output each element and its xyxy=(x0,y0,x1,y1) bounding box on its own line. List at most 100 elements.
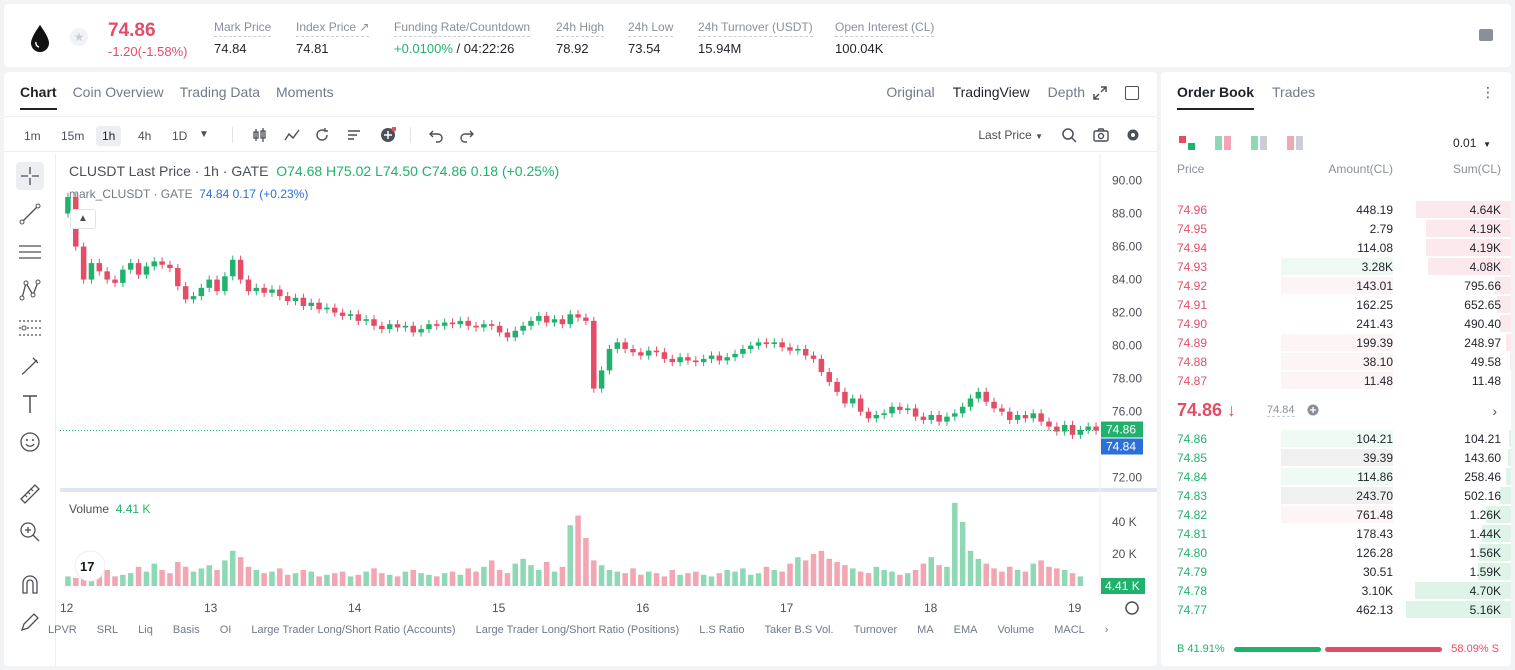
camera-icon[interactable] xyxy=(1093,127,1109,143)
view-tradingview[interactable]: TradingView xyxy=(952,84,1030,100)
order-book-row[interactable]: 74.96 448.19 4.64K xyxy=(1161,200,1511,219)
indicator-shortcut[interactable]: Volume xyxy=(997,624,1035,636)
tab-coin-overview[interactable]: Coin Overview xyxy=(72,84,164,100)
both-sides-icon[interactable] xyxy=(1179,136,1195,150)
indicator-shortcut[interactable]: Liq xyxy=(138,624,153,636)
order-book-row[interactable]: 74.95 2.79 4.19K xyxy=(1161,219,1511,238)
candle-body xyxy=(206,279,212,288)
order-book-row[interactable]: 74.90 241.43 490.40 xyxy=(1161,314,1511,333)
order-book-row[interactable]: 74.91 162.25 652.65 xyxy=(1161,295,1511,314)
candle-body xyxy=(614,342,621,349)
text-tool[interactable] xyxy=(16,390,44,418)
undo-icon[interactable] xyxy=(428,127,444,143)
indicator-shortcut[interactable]: OI xyxy=(219,624,232,636)
order-book-row[interactable]: 74.77 462.13 5.16K xyxy=(1161,600,1511,619)
order-book-row[interactable]: 74.81 178.43 1.44K xyxy=(1161,524,1511,543)
volume-bar xyxy=(441,573,448,586)
order-book-row[interactable]: 74.88 38.10 49.58 xyxy=(1161,352,1511,371)
order-book-row[interactable]: 74.80 126.28 1.56K xyxy=(1161,543,1511,562)
tab-moments[interactable]: Moments xyxy=(276,84,334,100)
timeframe-15m[interactable]: 15m xyxy=(61,129,85,143)
order-book-row[interactable]: 74.92 143.01 795.66 xyxy=(1161,276,1511,295)
order-book-row[interactable]: 74.94 114.08 4.19K xyxy=(1161,238,1511,257)
row-price: 74.84 xyxy=(1177,470,1208,484)
indicator-shortcut[interactable]: Turnover xyxy=(853,624,898,636)
order-book-row[interactable]: 74.79 30.51 1.59K xyxy=(1161,562,1511,581)
order-book-row[interactable]: 74.78 3.10K 4.70K xyxy=(1161,581,1511,600)
refresh-icon[interactable] xyxy=(314,127,330,143)
order-book-row[interactable]: 74.83 243.70 502.16 xyxy=(1161,486,1511,505)
view-original[interactable]: Original xyxy=(886,84,935,100)
tab-chart[interactable]: Chart xyxy=(20,84,57,110)
indicator-shortcut[interactable]: L.S Ratio xyxy=(699,624,745,636)
order-book-row[interactable]: 74.89 199.39 248.97 xyxy=(1161,333,1511,352)
search-icon[interactable] xyxy=(1061,127,1077,143)
depth-bar xyxy=(1426,220,1511,237)
fullscreen-icon[interactable] xyxy=(1125,86,1139,100)
order-book-row[interactable]: 74.82 761.48 1.26K xyxy=(1161,505,1511,524)
brush-tool[interactable] xyxy=(16,352,44,380)
candle-body xyxy=(763,342,770,344)
magnet-tool[interactable] xyxy=(16,570,44,598)
asks-only-icon[interactable] xyxy=(1287,136,1303,150)
x-tick-label: 13 xyxy=(204,601,218,615)
timeframe-1m[interactable]: 1m xyxy=(24,129,41,143)
ruler-tool[interactable] xyxy=(16,480,44,508)
tab-trades[interactable]: Trades xyxy=(1272,84,1316,100)
list-icon[interactable] xyxy=(346,127,362,143)
chevron-down-icon[interactable]: ▼ xyxy=(199,129,209,140)
order-book-row[interactable]: 74.85 39.39 143.60 xyxy=(1161,448,1511,467)
indicator-shortcut[interactable]: MACL xyxy=(1054,624,1085,636)
indicator-shortcut[interactable]: EMA xyxy=(953,624,978,636)
order-book-row[interactable]: 74.84 114.86 258.46 xyxy=(1161,467,1511,486)
book-icon[interactable] xyxy=(1479,29,1493,41)
pattern-tool[interactable] xyxy=(16,276,44,304)
y-tick-label: 76.00 xyxy=(1112,405,1142,419)
chevron-right-icon[interactable]: › xyxy=(1492,403,1497,419)
chevron-right-icon[interactable]: › xyxy=(1104,624,1109,636)
precision-select[interactable]: 0.01 ▼ xyxy=(1453,136,1491,150)
chevron-up-icon[interactable]: ▲ xyxy=(70,209,96,229)
indicator-shortcut[interactable]: LPVR xyxy=(48,624,77,636)
view-depth[interactable]: Depth xyxy=(1047,84,1085,100)
add-indicator-icon[interactable] xyxy=(380,127,396,143)
gear-icon[interactable] xyxy=(1125,127,1141,143)
indicator-shortcut[interactable]: MA xyxy=(917,624,934,636)
drawing-toolbar xyxy=(4,154,56,666)
buy-sell-columns-icon[interactable] xyxy=(1215,136,1231,150)
expand-icon[interactable] xyxy=(1093,86,1107,100)
candles-icon[interactable] xyxy=(252,127,268,143)
bids-only-icon[interactable] xyxy=(1251,136,1267,150)
timeframe-1d[interactable]: 1D xyxy=(172,129,188,143)
more-vertical-icon[interactable]: ⋮ xyxy=(1481,84,1495,100)
tab-order-book[interactable]: Order Book xyxy=(1177,84,1255,110)
fib-tool[interactable] xyxy=(16,314,44,342)
redo-icon[interactable] xyxy=(459,127,475,143)
indicator-shortcut[interactable]: Large Trader Long/Short Ratio (Positions… xyxy=(475,624,680,636)
indicator-shortcut[interactable]: SRL xyxy=(96,624,119,636)
favorite-star-icon[interactable]: ★ xyxy=(70,28,88,46)
trendline-tool[interactable] xyxy=(16,200,44,228)
info-icon[interactable] xyxy=(1307,404,1319,416)
index-price-stat[interactable]: Index Price ↗ 74.81 xyxy=(296,18,370,56)
tab-trading-data[interactable]: Trading Data xyxy=(179,84,261,100)
pencil-lock-tool[interactable] xyxy=(16,608,44,636)
candle-body xyxy=(889,406,895,414)
timeframe-1h[interactable]: 1h xyxy=(96,126,122,146)
order-book-row[interactable]: 74.86 104.21 104.21 xyxy=(1161,429,1511,448)
price-chart[interactable]: 90.00 88.00 86.00 84.00 82.00 80.00 78.00 76.00… xyxy=(60,154,1157,666)
horizontal-lines-tool[interactable] xyxy=(16,238,44,266)
timeframe-4h[interactable]: 4h xyxy=(138,129,152,143)
indicator-shortcut[interactable]: Large Trader Long/Short Ratio (Accounts) xyxy=(251,624,456,636)
price-type-select[interactable]: Last Price ▼ xyxy=(978,128,1043,142)
indicator-shortcut[interactable]: Taker B.S Vol. xyxy=(764,624,834,636)
zoom-tool[interactable] xyxy=(16,518,44,546)
order-book-row[interactable]: 74.93 3.28K 4.08K xyxy=(1161,257,1511,276)
indicator-shortcut[interactable]: Basis xyxy=(172,624,200,636)
indicators-icon[interactable] xyxy=(284,127,300,143)
order-book-row[interactable]: 74.87 11.48 11.48 xyxy=(1161,371,1511,390)
crosshair-tool[interactable] xyxy=(16,162,44,190)
candle-body xyxy=(418,329,424,333)
emoji-tool[interactable] xyxy=(16,428,44,456)
y-tick-label: 84.00 xyxy=(1112,273,1142,287)
